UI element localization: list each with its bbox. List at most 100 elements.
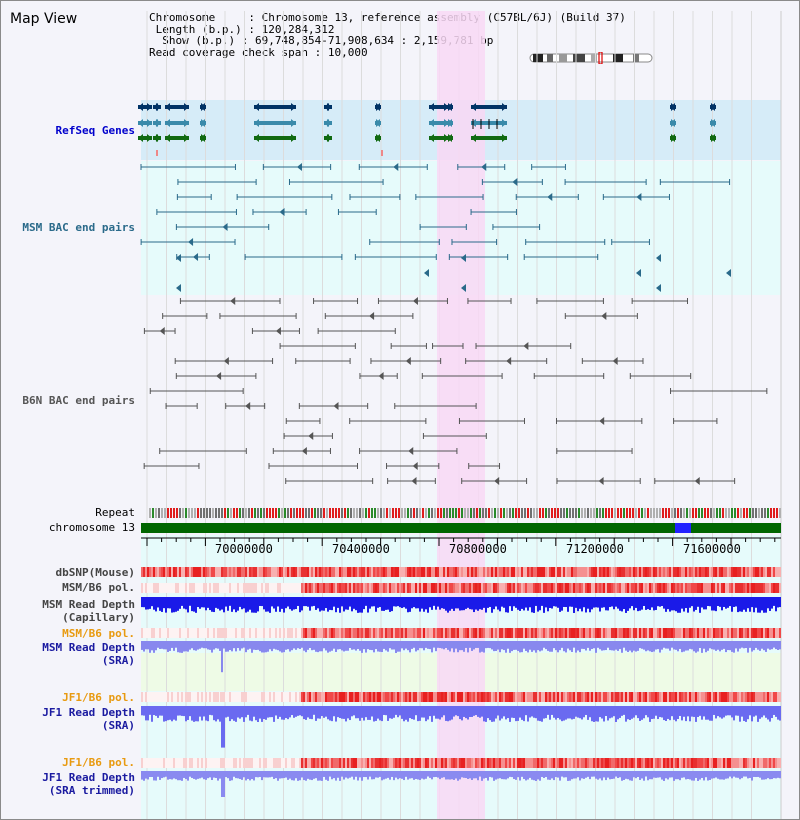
polymorphism-heat (247, 758, 249, 768)
read-depth-bar (183, 706, 185, 717)
polymorphism-heat (293, 628, 295, 638)
read-depth-bar (665, 706, 667, 722)
track-label-refseq[interactable]: RefSeq Genes (55, 124, 135, 137)
read-depth-bar (489, 771, 491, 777)
read-depth-bar (439, 771, 441, 780)
polymorphism-heat (613, 583, 615, 593)
read-depth-bar (161, 706, 163, 716)
read-depth-bar (587, 771, 589, 777)
polymorphism-heat (245, 692, 247, 702)
track-label-jf1-depth-sra[interactable]: JF1 Read Depth (42, 706, 135, 719)
polymorphism-heat (607, 567, 609, 577)
read-depth-bar (331, 641, 333, 651)
track-label-dbsnp[interactable]: dbSNP(Mouse) (55, 566, 135, 579)
track-label-jf1-b6-pol-1[interactable]: JF1/B6 pol. (62, 691, 135, 704)
track-label-msm-depth-sra[interactable]: MSM Read Depth (42, 641, 135, 654)
read-depth-bar (515, 771, 517, 780)
read-depth-bar (187, 771, 189, 781)
polymorphism-heat (681, 628, 683, 638)
polymorphism-heat (167, 628, 169, 638)
polymorphism-heat (565, 583, 567, 593)
polymorphism-heat (169, 692, 171, 702)
track-label-b6n-bac[interactable]: B6N BAC end pairs (22, 394, 135, 407)
polymorphism-heat (695, 692, 697, 702)
repeat-element (545, 508, 547, 518)
polymorphism-heat (651, 628, 653, 638)
polymorphism-heat (717, 567, 719, 577)
read-depth-bar (659, 641, 661, 653)
track-label-jf1-b6-pol-2[interactable]: JF1/B6 pol. (62, 756, 135, 769)
polymorphism-heat (383, 758, 385, 768)
refseq-gene (156, 103, 161, 111)
polymorphism-heat (625, 583, 627, 593)
polymorphism-heat (639, 758, 641, 768)
polymorphism-heat (285, 692, 287, 702)
read-depth-bar (437, 641, 439, 648)
polymorphism-heat (483, 628, 485, 638)
track-label-msm-b6-pol-2[interactable]: MSM/B6 pol. (62, 627, 135, 640)
track-label-msm-depth-cap[interactable]: MSM Read Depth (42, 598, 135, 611)
read-depth-bar (369, 641, 371, 650)
b6n-bac-end-pair (216, 372, 222, 380)
read-depth-bar (463, 706, 465, 717)
polymorphism-heat (529, 692, 531, 702)
track-label-msm-bac[interactable]: MSM BAC end pairs (22, 221, 135, 234)
read-depth-bar (165, 641, 167, 650)
polymorphism-heat (725, 567, 727, 577)
read-depth-bar (411, 641, 413, 649)
polymorphism-heat (291, 692, 293, 702)
polymorphism-heat (769, 567, 771, 577)
chromosome-ideogram[interactable] (529, 52, 653, 64)
polymorphism-heat (411, 567, 413, 577)
read-depth-bar (445, 706, 447, 721)
polymorphism-heat (699, 583, 701, 593)
polymorphism-heat (651, 567, 653, 577)
polymorphism-heat (497, 692, 499, 702)
polymorphism-heat (267, 628, 269, 638)
polymorphism-heat (419, 628, 421, 638)
track-label-msm-b6-pol-1[interactable]: MSM/B6 pol. (62, 581, 135, 594)
read-depth-bar (557, 641, 559, 653)
polymorphism-heat (603, 628, 605, 638)
refseq-gene (254, 119, 259, 127)
polymorphism-heat (751, 567, 753, 577)
polymorphism-heat (601, 628, 603, 638)
polymorphism-heat (531, 567, 533, 577)
polymorphism-heat (153, 692, 155, 702)
read-depth-bar (479, 641, 481, 653)
read-depth-bar (625, 597, 627, 613)
track-label-jf1-depth-trim[interactable]: JF1 Read Depth (42, 771, 135, 784)
read-depth-bar (289, 597, 291, 610)
read-depth-bar (471, 597, 473, 610)
polymorphism-heat (661, 692, 663, 702)
read-depth-bar (381, 706, 383, 722)
read-depth-bar (239, 706, 241, 719)
polymorphism-heat (567, 567, 569, 577)
polymorphism-heat (497, 628, 499, 638)
polymorphism-heat (207, 758, 209, 768)
read-depth-bar (555, 597, 557, 607)
repeat-element (593, 508, 595, 518)
read-depth-bar (395, 641, 397, 653)
read-depth-bar (695, 771, 697, 778)
polymorphism-heat (207, 628, 209, 638)
read-depth-bar (441, 706, 443, 718)
polymorphism-heat (573, 583, 575, 593)
polymorphism-heat (775, 692, 777, 702)
polymorphism-heat (385, 628, 387, 638)
polymorphism-heat (283, 692, 285, 702)
read-depth-bar (337, 706, 339, 718)
read-depth-bar (269, 641, 271, 650)
polymorphism-heat (483, 692, 485, 702)
polymorphism-heat (171, 692, 173, 702)
polymorphism-heat (569, 692, 571, 702)
read-depth-bar (181, 771, 183, 781)
polymorphism-heat (403, 583, 405, 593)
polymorphism-heat (297, 567, 299, 577)
read-depth-bar (523, 771, 525, 779)
read-depth-bar (677, 641, 679, 652)
read-depth-bar (579, 706, 581, 719)
read-depth-bar (587, 641, 589, 648)
